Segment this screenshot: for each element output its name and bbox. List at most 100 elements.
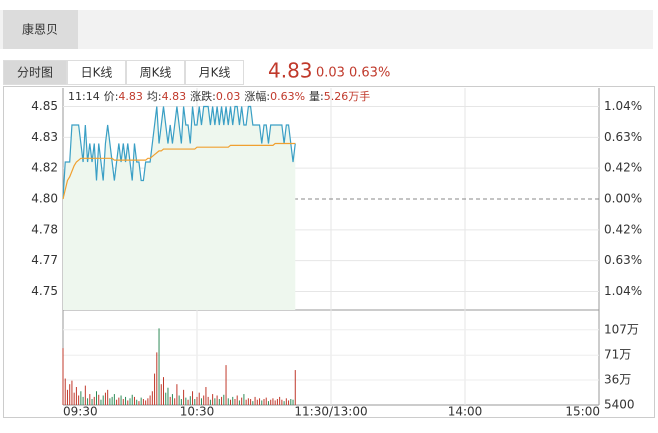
y-tick-label: 4.77	[31, 253, 58, 267]
plot: 4.85 4.83 4.82 4.80 4.78 4.77 4.75 1.04% 0.63% 0.…	[31, 88, 642, 419]
volume-bar	[259, 398, 261, 405]
nav-tab[interactable]	[67, 60, 126, 85]
volume-bar	[281, 399, 283, 405]
volume-bar	[71, 380, 73, 405]
volume-bar	[227, 398, 229, 405]
volume-bar	[129, 398, 131, 405]
volume-bar	[279, 396, 281, 405]
y-tick-label: 107万	[604, 322, 639, 336]
volume-bar	[165, 392, 167, 405]
volume-bar	[96, 391, 97, 405]
tab-bar	[0, 10, 653, 49]
x-tick-label: 09:30	[63, 405, 98, 419]
volume-bar	[218, 399, 220, 405]
quote-price: 4.83	[268, 59, 313, 83]
volume-bar	[247, 398, 249, 405]
y-tick-label: 5400	[604, 398, 635, 412]
volume-bar	[80, 391, 82, 405]
volume-bar	[131, 394, 133, 405]
volume-bar	[136, 399, 138, 405]
quote-change: 0.03	[316, 66, 345, 81]
volume-bar	[69, 384, 71, 405]
volume-bar	[142, 399, 144, 405]
volume-bar	[122, 399, 124, 405]
volume-bar	[107, 389, 109, 405]
volume-bar	[292, 399, 294, 405]
y2-tick-label: 0.63%	[604, 253, 642, 267]
volume-bar	[194, 399, 196, 405]
volume-bar	[149, 395, 151, 405]
nav-tab-label[interactable]: 周K线	[140, 66, 172, 80]
volume-bar	[265, 397, 267, 405]
volume-bar	[276, 399, 278, 405]
info-label: 均:	[147, 90, 162, 103]
nav-tab[interactable]	[126, 60, 185, 85]
volume-bar	[158, 328, 160, 405]
volume-bar	[238, 400, 240, 405]
volume-bar	[205, 387, 207, 405]
chart-frame	[3, 86, 655, 418]
volume-bar	[160, 384, 162, 405]
volume-bar	[223, 394, 225, 405]
x-tick-label: 15:00	[565, 405, 600, 419]
info-label: 涨幅:	[244, 90, 270, 103]
y-tick-label: 4.80	[31, 192, 58, 206]
y-tick-label: 4.85	[31, 99, 58, 113]
volume-bar	[192, 391, 194, 405]
tab[interactable]	[3, 10, 78, 49]
x-tick-label: 11:30/13:00	[294, 405, 367, 419]
nav-tab-label[interactable]: 分时图	[17, 66, 53, 80]
x-tick-label: 14:00	[448, 405, 483, 419]
nav-tab-label[interactable]: 月K线	[199, 66, 231, 80]
volume-bar	[102, 395, 104, 405]
volume-bar	[111, 396, 113, 405]
volume-bar	[118, 397, 120, 405]
volume-bar	[189, 396, 191, 405]
volume-bar	[145, 400, 147, 405]
volume-bar	[250, 399, 252, 405]
nav-tab[interactable]	[185, 60, 244, 85]
volume-bar	[140, 397, 142, 405]
volume-bar	[212, 394, 214, 405]
volume-bar	[283, 401, 285, 405]
volume-bar	[169, 396, 171, 405]
price-area	[63, 106, 296, 310]
volume-bar	[100, 399, 102, 405]
y-tick-label: 4.82	[31, 161, 58, 175]
volume-bar	[174, 398, 176, 405]
volume-bar	[236, 395, 238, 405]
volume-bar	[167, 387, 169, 405]
tab-label[interactable]: 康恩贝	[22, 22, 58, 37]
volume-bar	[243, 394, 245, 405]
nav-tab[interactable]	[3, 60, 67, 85]
nav-tab-label[interactable]: 日K线	[81, 66, 113, 80]
volume-bar	[89, 394, 91, 405]
volume-bar	[178, 395, 180, 405]
y-tick-label: 71万	[604, 348, 631, 362]
volume-bar	[120, 395, 122, 405]
volume-bar	[180, 399, 182, 405]
volume-bar	[294, 370, 296, 405]
info-label: 价:	[104, 90, 119, 103]
volume-bar	[198, 392, 200, 405]
volume-bar	[216, 395, 218, 405]
volume-bar	[64, 378, 66, 405]
volume-bar	[171, 394, 173, 405]
y2-tick-label: 0.63%	[604, 130, 642, 144]
y2-tick-label: 1.04%	[604, 284, 642, 298]
volume-bar	[176, 384, 178, 405]
volume-bar	[125, 396, 127, 405]
volume-bar	[73, 392, 75, 405]
volume-bar	[66, 389, 68, 405]
volume-bar	[256, 399, 258, 405]
volume-bar	[232, 396, 234, 405]
info-line: 11:14 价:4.83 均:4.83 涨跌:0.03 涨幅:0.63% 量:5.26万手	[68, 89, 370, 103]
info-time: 11:14	[68, 90, 100, 103]
y-tick-label: 4.78	[31, 222, 58, 236]
volume-bar	[261, 400, 263, 405]
volume-bar	[109, 398, 111, 405]
volume-bar	[91, 399, 93, 405]
info-value: 5.26万手	[324, 89, 371, 103]
volume-bar	[183, 389, 185, 405]
